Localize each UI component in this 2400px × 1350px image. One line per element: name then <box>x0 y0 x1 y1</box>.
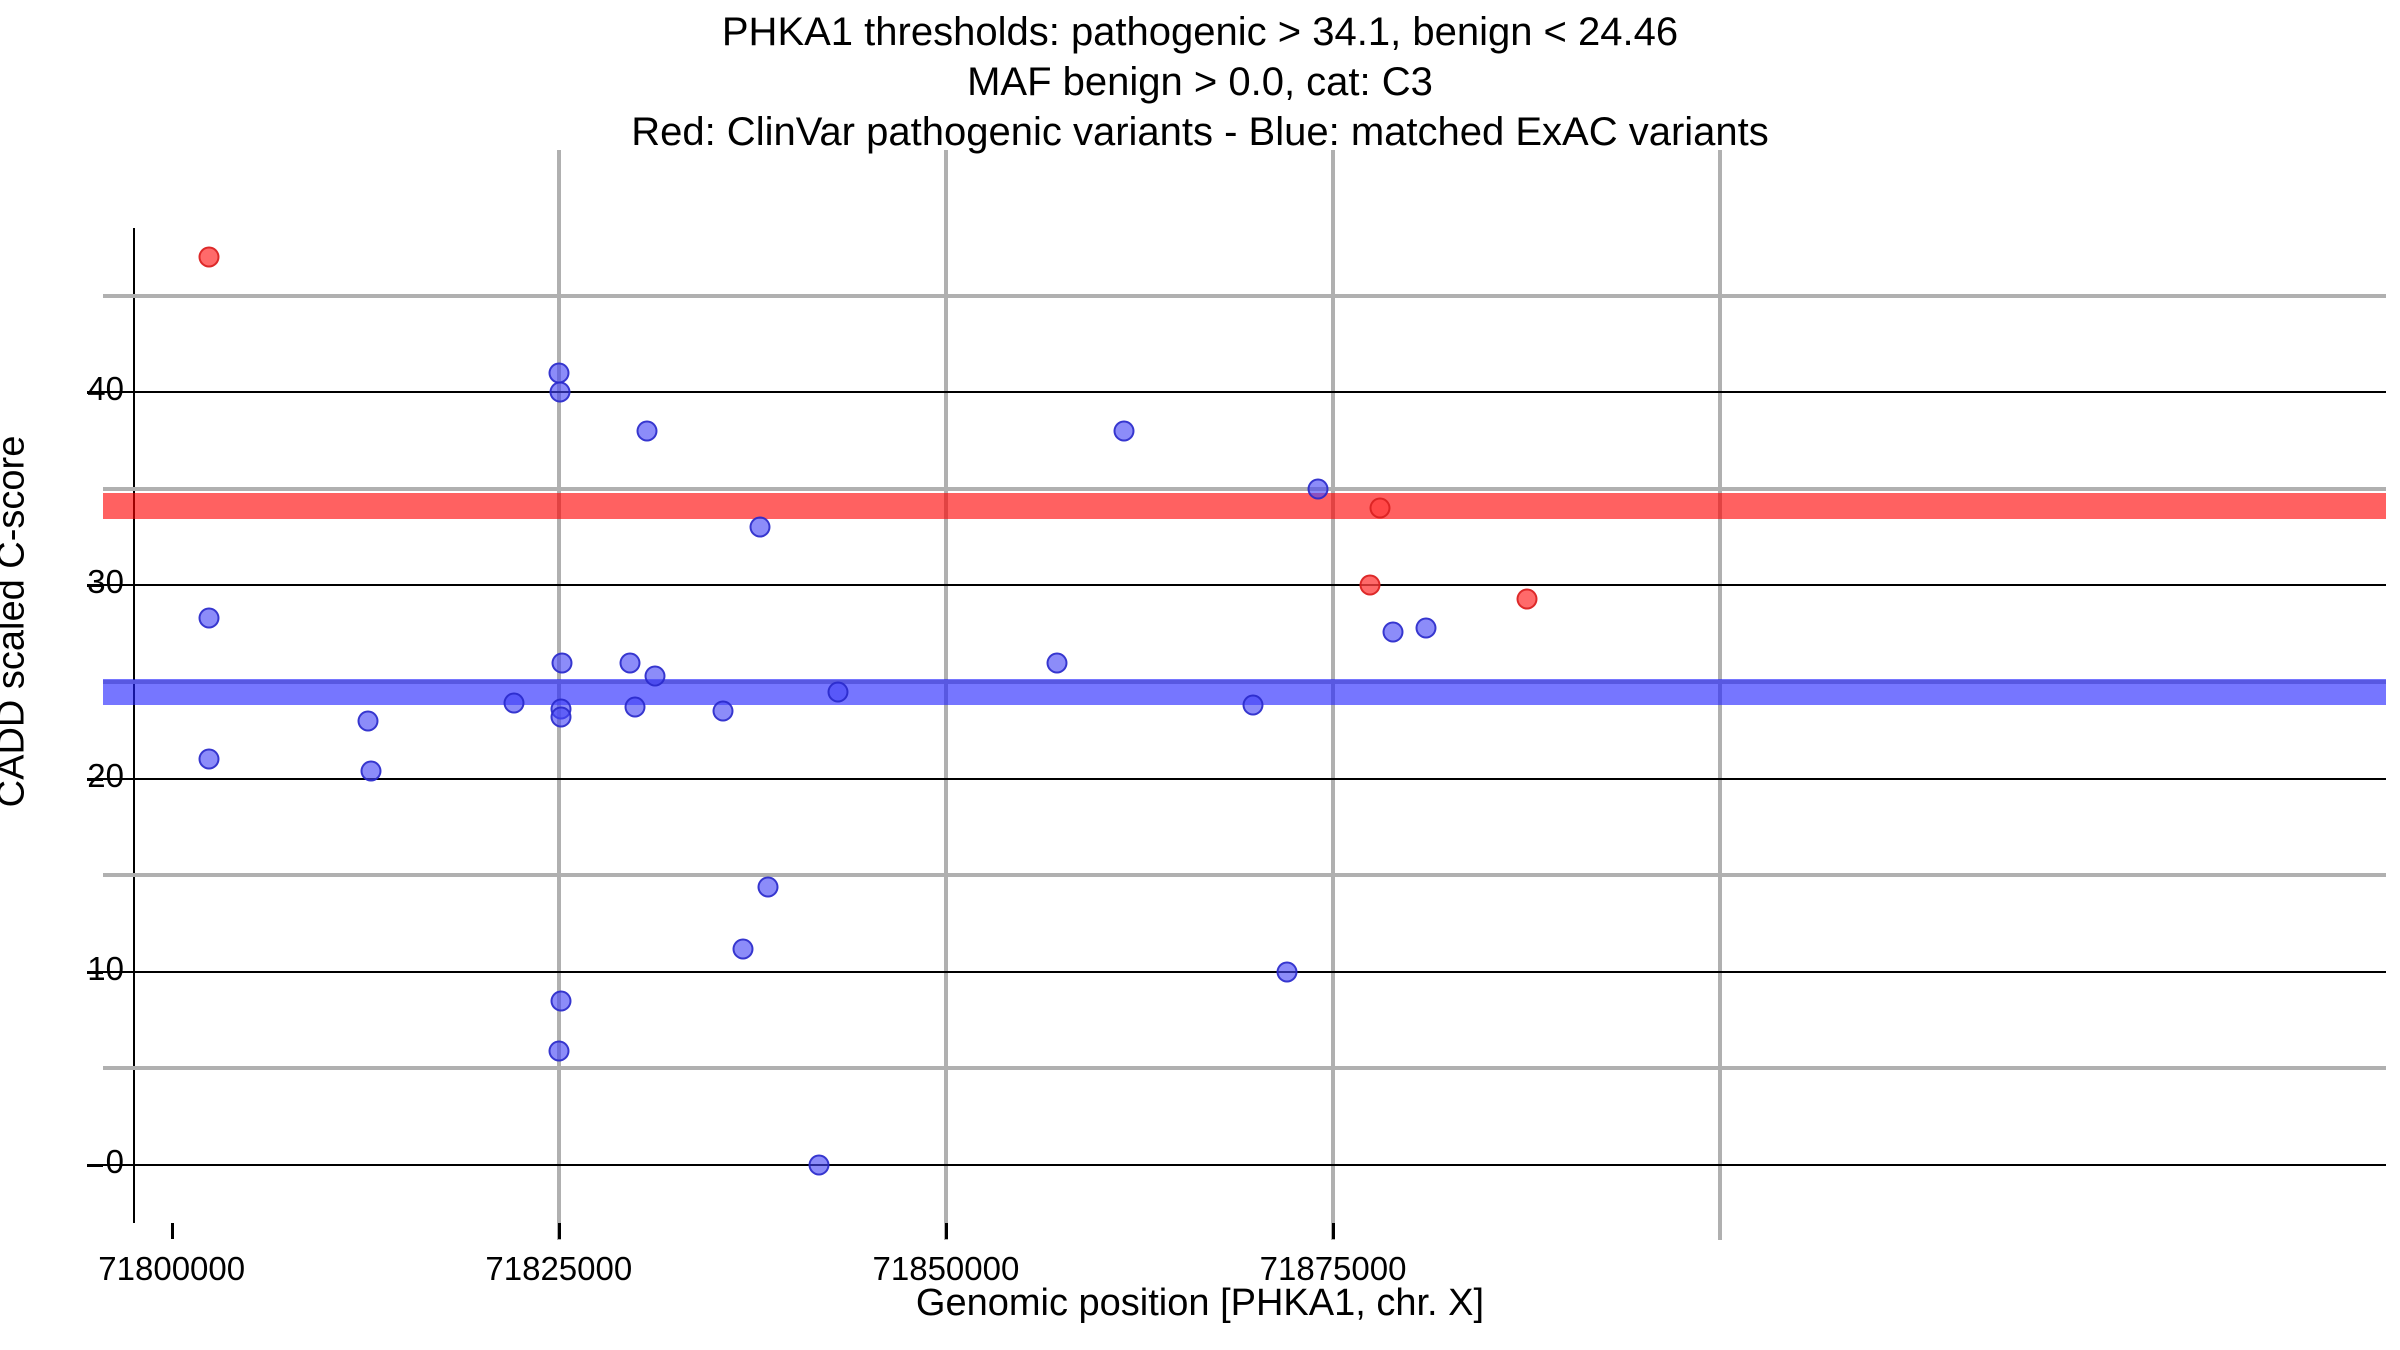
y-tick-line <box>103 970 2386 973</box>
gridline-horizontal <box>103 873 2386 878</box>
data-point-exac <box>357 710 379 732</box>
y-tick-line <box>103 391 2386 394</box>
data-point-exac <box>644 665 666 687</box>
y-tick-label: 20 <box>87 756 124 794</box>
plot-area: 0 10 20 30 40 71800000 71825000 71850000 7187500… <box>87 150 2386 1287</box>
x-tick-label: 71850000 <box>872 1250 1020 1287</box>
y-tick-line <box>103 1164 2386 1167</box>
x-tick-label: 71825000 <box>485 1250 633 1287</box>
y-tick-mark <box>87 391 103 395</box>
gridline-horizontal <box>103 1066 2386 1071</box>
data-point-exac <box>827 681 849 703</box>
data-point-exac <box>360 760 382 782</box>
y-axis-spine <box>133 228 135 1223</box>
y-tick-label: 40 <box>87 370 124 408</box>
y-tick-label: 30 <box>87 563 124 601</box>
y-axis-title: CADD scaled C-score <box>0 435 33 808</box>
y-tick-label: 0 <box>105 1143 124 1181</box>
y-tick-mark <box>87 1164 103 1168</box>
data-point-exac <box>548 362 570 384</box>
threshold-band-pathogenic <box>103 493 2386 520</box>
data-point-exac <box>198 748 220 770</box>
data-point-pathogenic <box>198 246 220 268</box>
data-point-exac <box>757 876 779 898</box>
data-point-exac <box>1276 961 1298 983</box>
y-tick-mark <box>87 777 103 781</box>
x-tick-label: 71800000 <box>98 1250 246 1287</box>
data-point-exac <box>1046 652 1068 674</box>
data-point-exac <box>624 696 646 718</box>
data-point-pathogenic <box>1516 588 1538 610</box>
data-point-exac <box>550 706 572 728</box>
data-point-exac <box>1415 617 1437 639</box>
data-point-exac <box>749 516 771 538</box>
data-point-exac <box>1307 478 1329 500</box>
data-point-pathogenic <box>1369 497 1390 519</box>
data-point-exac <box>712 700 734 722</box>
y-tick-mark <box>87 584 103 588</box>
x-tick-mark <box>170 1223 174 1239</box>
data-point-exac <box>503 692 525 714</box>
chart-title-line-1: PHKA1 thresholds: pathogenic > 34.1, ben… <box>721 10 1679 54</box>
chart-title-line-3: Red: ClinVar pathogenic variants - Blue:… <box>631 110 1769 154</box>
data-point-exac <box>549 381 571 403</box>
chart-title: PHKA1 thresholds: pathogenic > 34.1, ben… <box>0 8 2400 158</box>
data-point-exac <box>1242 694 1264 716</box>
x-axis-title: Genomic position [PHKA1, chr. X] <box>915 1282 1485 1324</box>
x-tick-label: 71875000 <box>1259 1250 1407 1287</box>
data-point-exac <box>808 1154 830 1176</box>
x-tick-mark <box>557 1223 561 1239</box>
gridline-horizontal <box>103 486 2386 491</box>
chart-title-line-2: MAF benign > 0.0, cat: C3 <box>967 60 1433 104</box>
data-point-exac <box>619 652 641 674</box>
data-point-exac <box>1113 420 1135 442</box>
data-point-exac <box>550 990 572 1012</box>
y-tick-line <box>103 584 2386 587</box>
x-tick-mark <box>944 1223 948 1239</box>
y-tick-label: 10 <box>87 949 124 987</box>
data-point-pathogenic <box>1359 574 1381 596</box>
data-point-exac <box>548 1040 570 1062</box>
gridline-horizontal <box>103 293 2386 298</box>
data-point-exac <box>551 652 573 674</box>
data-point-exac <box>198 607 220 629</box>
data-point-exac <box>636 420 658 442</box>
y-tick-mark <box>87 970 103 974</box>
data-point-exac <box>1382 621 1404 643</box>
data-point-exac <box>732 938 754 960</box>
x-tick-mark <box>1332 1223 1336 1239</box>
y-tick-line <box>103 777 2386 780</box>
